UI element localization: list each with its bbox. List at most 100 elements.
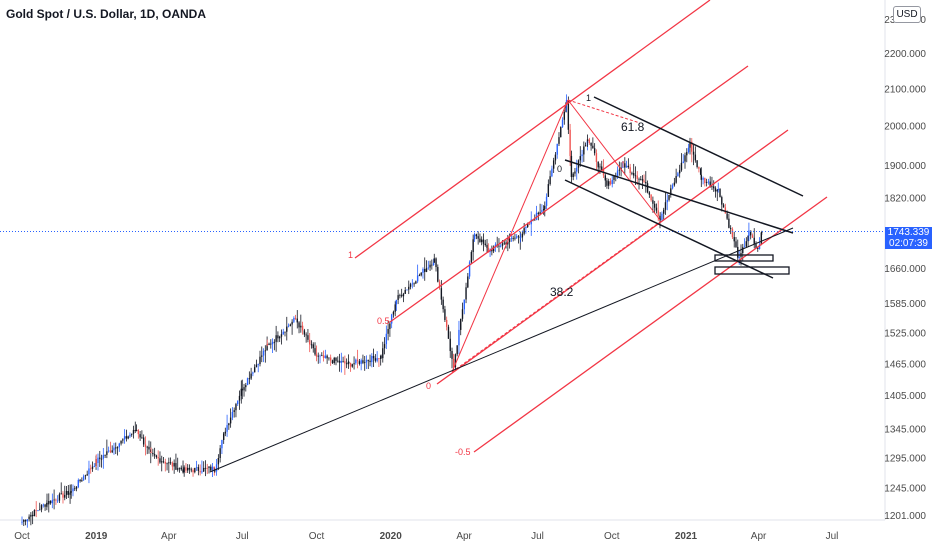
time-axis-pane[interactable] bbox=[0, 520, 885, 550]
candle-body bbox=[164, 461, 166, 464]
time-tick-label: Oct bbox=[309, 531, 325, 542]
fib-channel-level-1[interactable] bbox=[354, 0, 711, 259]
candle-body bbox=[586, 139, 589, 142]
candle-body bbox=[696, 160, 698, 167]
candle-body bbox=[127, 436, 129, 439]
candle-body bbox=[296, 318, 298, 323]
candle-body bbox=[713, 186, 715, 189]
fib-level-label: 1 bbox=[348, 250, 353, 260]
candle-body bbox=[751, 235, 754, 238]
candle-body bbox=[719, 188, 721, 198]
candle-body bbox=[514, 237, 516, 239]
candle-body bbox=[588, 139, 591, 143]
fib-channel-level-0-5[interactable] bbox=[389, 65, 749, 323]
candle-body bbox=[748, 230, 750, 236]
candle-body bbox=[148, 446, 150, 450]
price-tick-label: 1465.000 bbox=[884, 359, 926, 370]
candle-body bbox=[284, 331, 286, 333]
candle-body bbox=[307, 335, 309, 340]
fib-anchor-leg-2 bbox=[567, 99, 661, 221]
candle-body bbox=[558, 137, 560, 144]
fib-ratio-label: 61.8 bbox=[621, 120, 645, 134]
candle-body bbox=[362, 360, 364, 363]
channel-mid-line[interactable] bbox=[564, 159, 794, 234]
candle-body bbox=[671, 185, 674, 189]
candle-body bbox=[480, 239, 483, 242]
candle-body bbox=[40, 505, 43, 510]
candle-body bbox=[545, 196, 548, 206]
candle-body bbox=[444, 309, 446, 320]
candle-body bbox=[294, 317, 297, 319]
candle-body bbox=[579, 156, 581, 161]
support-box-lower[interactable] bbox=[714, 266, 790, 275]
candle-body bbox=[500, 245, 502, 247]
price-axis-pane[interactable] bbox=[885, 0, 932, 550]
fib-channel-level-0[interactable] bbox=[436, 129, 789, 385]
candle-body bbox=[266, 344, 268, 345]
candle-body bbox=[399, 295, 401, 296]
candle-body bbox=[475, 234, 478, 237]
candle-body bbox=[486, 244, 488, 248]
candle-body bbox=[56, 500, 59, 502]
channel-top-line[interactable] bbox=[593, 96, 804, 197]
channel-bottom-line[interactable] bbox=[564, 179, 774, 279]
candle-body bbox=[33, 509, 36, 517]
candle-body bbox=[91, 466, 94, 469]
candle-body bbox=[24, 520, 27, 522]
candle-body bbox=[95, 459, 97, 464]
candle-body bbox=[516, 236, 518, 238]
candle-body bbox=[761, 232, 763, 233]
candle-body bbox=[431, 264, 433, 266]
candle-body bbox=[747, 235, 749, 242]
candle-body bbox=[661, 213, 663, 221]
candle-body bbox=[632, 173, 635, 176]
candle-body bbox=[467, 276, 469, 288]
candle-body bbox=[278, 336, 281, 339]
candle-body bbox=[689, 141, 691, 148]
currency-badge[interactable]: USD bbox=[893, 6, 921, 23]
candle-body bbox=[742, 247, 744, 253]
candle-body bbox=[219, 448, 221, 459]
candle-body bbox=[716, 189, 718, 192]
candle-body bbox=[670, 188, 672, 196]
candle-body bbox=[333, 357, 335, 363]
support-box-upper[interactable] bbox=[714, 254, 774, 262]
candle-body bbox=[581, 154, 583, 157]
candle-body bbox=[535, 212, 538, 220]
candle-body bbox=[44, 504, 46, 507]
candle-body bbox=[592, 145, 594, 149]
long-trendline[interactable] bbox=[209, 227, 794, 473]
fib-channel-level-neg-0-5[interactable] bbox=[473, 196, 828, 453]
candle-body bbox=[229, 417, 232, 424]
candle-body bbox=[79, 479, 81, 482]
candle-body bbox=[735, 241, 737, 247]
candle-body bbox=[650, 194, 652, 201]
candle-body bbox=[222, 433, 225, 440]
candle-body bbox=[275, 335, 277, 342]
candle-body bbox=[286, 326, 288, 332]
candle-body bbox=[329, 357, 332, 361]
candle-body bbox=[177, 468, 179, 470]
candle-body bbox=[507, 241, 509, 245]
candle-body bbox=[301, 325, 304, 331]
candle-body bbox=[262, 350, 265, 356]
candle-body bbox=[425, 268, 428, 272]
candle-body bbox=[107, 450, 110, 452]
candle-body bbox=[75, 487, 78, 489]
candle-body bbox=[35, 509, 37, 511]
price-tick-label: 1295.000 bbox=[884, 453, 926, 464]
candle-body bbox=[86, 474, 88, 476]
candle-body bbox=[129, 434, 131, 437]
price-tick-label: 1525.000 bbox=[884, 329, 926, 340]
candle-body bbox=[376, 358, 378, 361]
candle-body bbox=[447, 326, 450, 339]
candle-body bbox=[437, 267, 439, 282]
candle-body bbox=[383, 344, 386, 349]
candle-body bbox=[340, 360, 343, 363]
candle-body bbox=[625, 165, 628, 168]
candle-body bbox=[707, 181, 710, 183]
time-tick-label: Apr bbox=[161, 531, 177, 542]
candle-body bbox=[597, 161, 599, 168]
